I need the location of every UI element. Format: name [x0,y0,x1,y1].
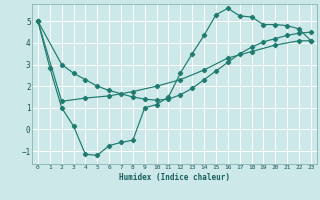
X-axis label: Humidex (Indice chaleur): Humidex (Indice chaleur) [119,173,230,182]
